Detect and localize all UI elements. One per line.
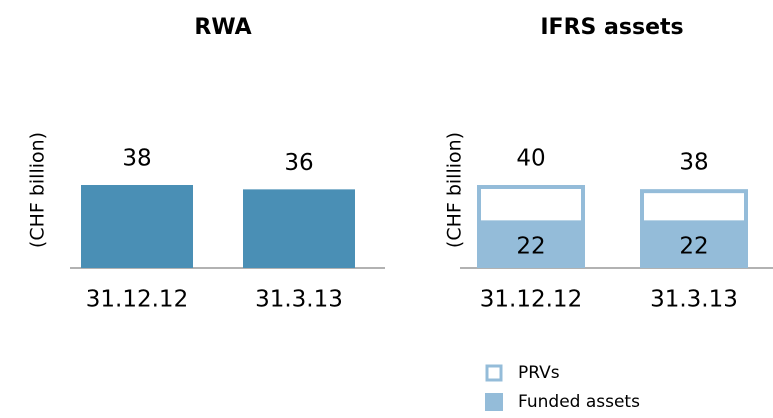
x-tick-label: 31.12.12 xyxy=(86,287,188,313)
legend-swatch xyxy=(485,393,503,411)
value-label: 36 xyxy=(284,150,313,176)
value-label: 22 xyxy=(679,234,708,260)
legend-label: PRVs xyxy=(518,363,560,383)
value-label: 22 xyxy=(516,234,545,260)
legend-swatch xyxy=(485,364,503,382)
x-tick-label: 31.3.13 xyxy=(255,287,343,313)
chart-title: IFRS assets xyxy=(540,15,683,40)
total-label: 38 xyxy=(679,150,708,176)
total-label: 40 xyxy=(516,146,545,172)
y-axis-label: (CHF billion) xyxy=(444,132,466,248)
bar xyxy=(243,189,355,268)
bar-segment xyxy=(477,222,585,268)
x-tick-label: 31.12.12 xyxy=(480,287,582,313)
chart-title: RWA xyxy=(194,15,251,40)
y-axis-label: (CHF billion) xyxy=(27,132,49,248)
bar xyxy=(81,185,193,268)
bar-segment xyxy=(477,185,585,225)
legend-label: Funded assets xyxy=(518,392,640,412)
value-label: 38 xyxy=(122,146,151,172)
bar-segment xyxy=(640,189,748,225)
x-tick-label: 31.3.13 xyxy=(650,287,738,313)
bar-segment xyxy=(640,222,748,268)
